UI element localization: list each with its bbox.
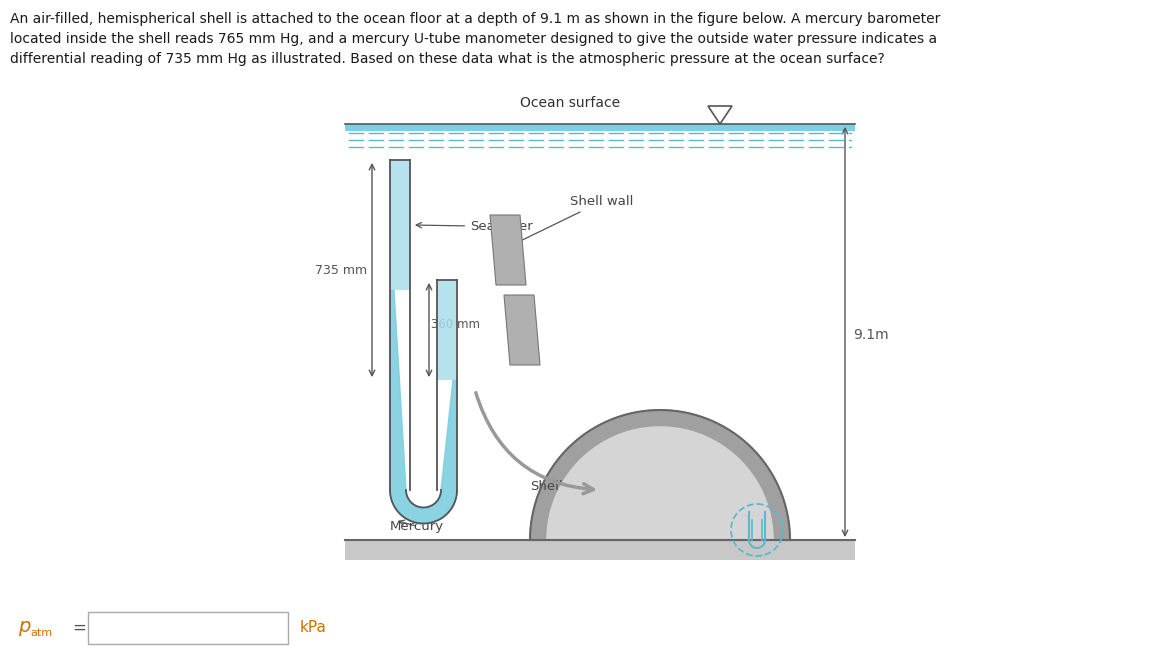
Text: atm: atm — [30, 628, 52, 638]
Text: $\it{p}$: $\it{p}$ — [17, 619, 31, 637]
Bar — [345, 124, 855, 131]
Polygon shape — [547, 427, 773, 540]
Text: 9.1m: 9.1m — [854, 328, 888, 342]
Polygon shape — [504, 295, 540, 365]
Text: 735 mm: 735 mm — [315, 264, 367, 276]
Bar — [389, 160, 410, 290]
FancyArrowPatch shape — [476, 393, 593, 494]
Bar — [345, 540, 855, 560]
Text: Seawater: Seawater — [416, 220, 533, 233]
Bar — [437, 280, 457, 380]
Polygon shape — [531, 410, 791, 540]
Text: located inside the shell reads 765 mm Hg, and a mercury U-tube manometer designe: located inside the shell reads 765 mm Hg… — [10, 32, 937, 46]
Polygon shape — [490, 215, 526, 285]
Text: kPa: kPa — [300, 621, 326, 635]
Text: differential reading of 735 mm Hg as illustrated. Based on these data what is th: differential reading of 735 mm Hg as ill… — [10, 52, 885, 66]
Text: An air-filled, hemispherical shell is attached to the ocean floor at a depth of : An air-filled, hemispherical shell is at… — [10, 12, 940, 26]
Text: 360 mm: 360 mm — [431, 319, 480, 331]
Text: Mercury: Mercury — [389, 520, 444, 533]
Bar — [87, 612, 288, 644]
Text: Shell wall: Shell wall — [515, 195, 633, 244]
Polygon shape — [389, 290, 457, 523]
Text: Shell: Shell — [531, 480, 616, 493]
Text: Ocean surface: Ocean surface — [520, 96, 620, 110]
Text: =: = — [72, 619, 86, 637]
